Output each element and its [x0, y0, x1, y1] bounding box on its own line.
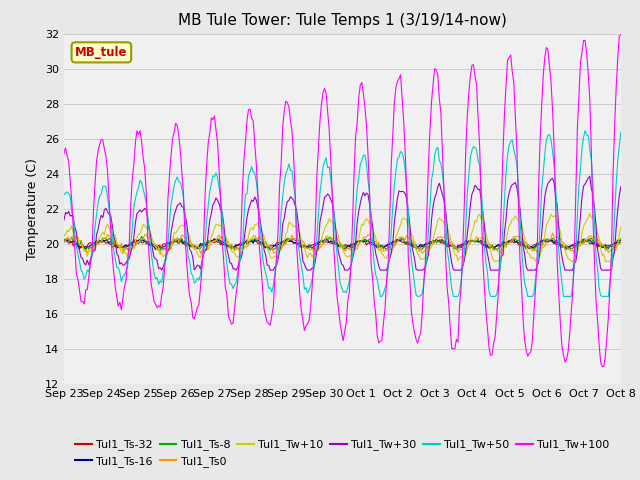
Title: MB Tule Tower: Tule Temps 1 (3/19/14-now): MB Tule Tower: Tule Temps 1 (3/19/14-now…: [178, 13, 507, 28]
Text: MB_tule: MB_tule: [75, 46, 127, 59]
Y-axis label: Temperature (C): Temperature (C): [26, 158, 39, 260]
Legend: Tul1_Ts-32, Tul1_Ts-16, Tul1_Ts-8, Tul1_Ts0, Tul1_Tw+10, Tul1_Tw+30, Tul1_Tw+50,: Tul1_Ts-32, Tul1_Ts-16, Tul1_Ts-8, Tul1_…: [71, 435, 614, 471]
